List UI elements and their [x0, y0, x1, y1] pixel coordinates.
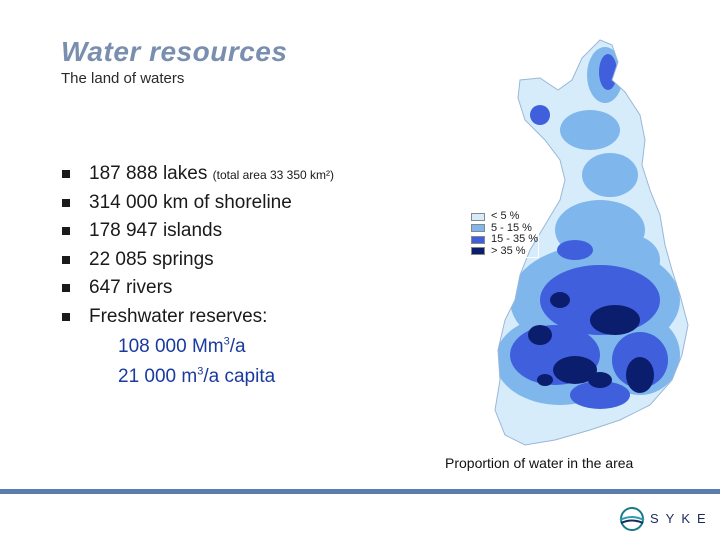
- footer-divider: [0, 489, 720, 494]
- reserve-unit: /a capita: [203, 366, 276, 387]
- fact-main: 314 000 km of shoreline: [89, 191, 292, 213]
- legend-label: 15 - 35 %: [491, 233, 539, 245]
- facts-list: 187 888 lakes (total area 33 350 km²) 31…: [61, 160, 334, 332]
- fact-item-springs: 22 085 springs: [61, 246, 334, 275]
- bullet-square-icon: [62, 284, 70, 293]
- reserve-unit: /a: [229, 336, 246, 357]
- legend-swatch: [471, 247, 485, 256]
- fact-item-shoreline: 314 000 km of shoreline: [61, 189, 334, 218]
- reserve-total: 108 000 Mm3/a: [118, 332, 275, 362]
- reserve-value: 21 000 m: [118, 366, 198, 387]
- slide-subtitle: The land of waters: [61, 70, 185, 87]
- fact-note: (total area 33 350 km²): [212, 168, 334, 182]
- legend-item: > 35 %: [471, 244, 538, 258]
- fact-main: 178 947 islands: [89, 220, 223, 242]
- fact-main: 187 888 lakes: [89, 163, 208, 184]
- fact-item-lakes: 187 888 lakes (total area 33 350 km²): [61, 160, 334, 189]
- map-caption: Proportion of water in the area: [445, 455, 634, 471]
- legend-label: < 5 %: [491, 210, 520, 222]
- fact-item-reserves: Freshwater reserves:: [61, 303, 334, 332]
- legend-item: 5 - 15 %: [471, 221, 538, 235]
- map-legend: < 5 % 5 - 15 % 15 - 35 % > 35 %: [470, 210, 540, 258]
- reserve-sup: 3: [223, 335, 230, 348]
- map-zone-dark: [528, 292, 654, 393]
- reserve-value: 108 000 Mm: [118, 336, 224, 357]
- legend-item: 15 - 35 %: [471, 233, 539, 246]
- legend-label: > 35 %: [491, 244, 526, 257]
- fact-item-rivers: 647 rivers: [61, 274, 334, 303]
- legend-item: < 5 %: [471, 210, 538, 223]
- fact-main: Freshwater reserves:: [89, 305, 268, 327]
- logo-text: SYKE: [650, 511, 713, 526]
- legend-swatch: [471, 235, 485, 244]
- fact-item-islands: 178 947 islands: [61, 217, 334, 246]
- slide-title: Water resources: [61, 36, 288, 67]
- bullet-square-icon: [62, 312, 70, 321]
- syke-logo-icon: [619, 507, 645, 531]
- bullet-square-icon: [62, 255, 70, 264]
- legend-label: 5 - 15 %: [491, 221, 532, 234]
- reserve-per-capita: 21 000 m3/a capita: [118, 362, 275, 392]
- fact-main: 22 085 springs: [89, 248, 214, 270]
- bullet-square-icon: [62, 198, 70, 207]
- bullet-square-icon: [62, 227, 70, 236]
- bullet-square-icon: [62, 170, 70, 178]
- reserves-list: 108 000 Mm3/a 21 000 m3/a capita: [118, 332, 275, 392]
- fact-main: 647 rivers: [89, 277, 173, 299]
- reserve-sup: 3: [197, 365, 204, 378]
- legend-swatch: [471, 212, 485, 221]
- map-outline: [494, 39, 689, 446]
- legend-swatch: [471, 224, 485, 233]
